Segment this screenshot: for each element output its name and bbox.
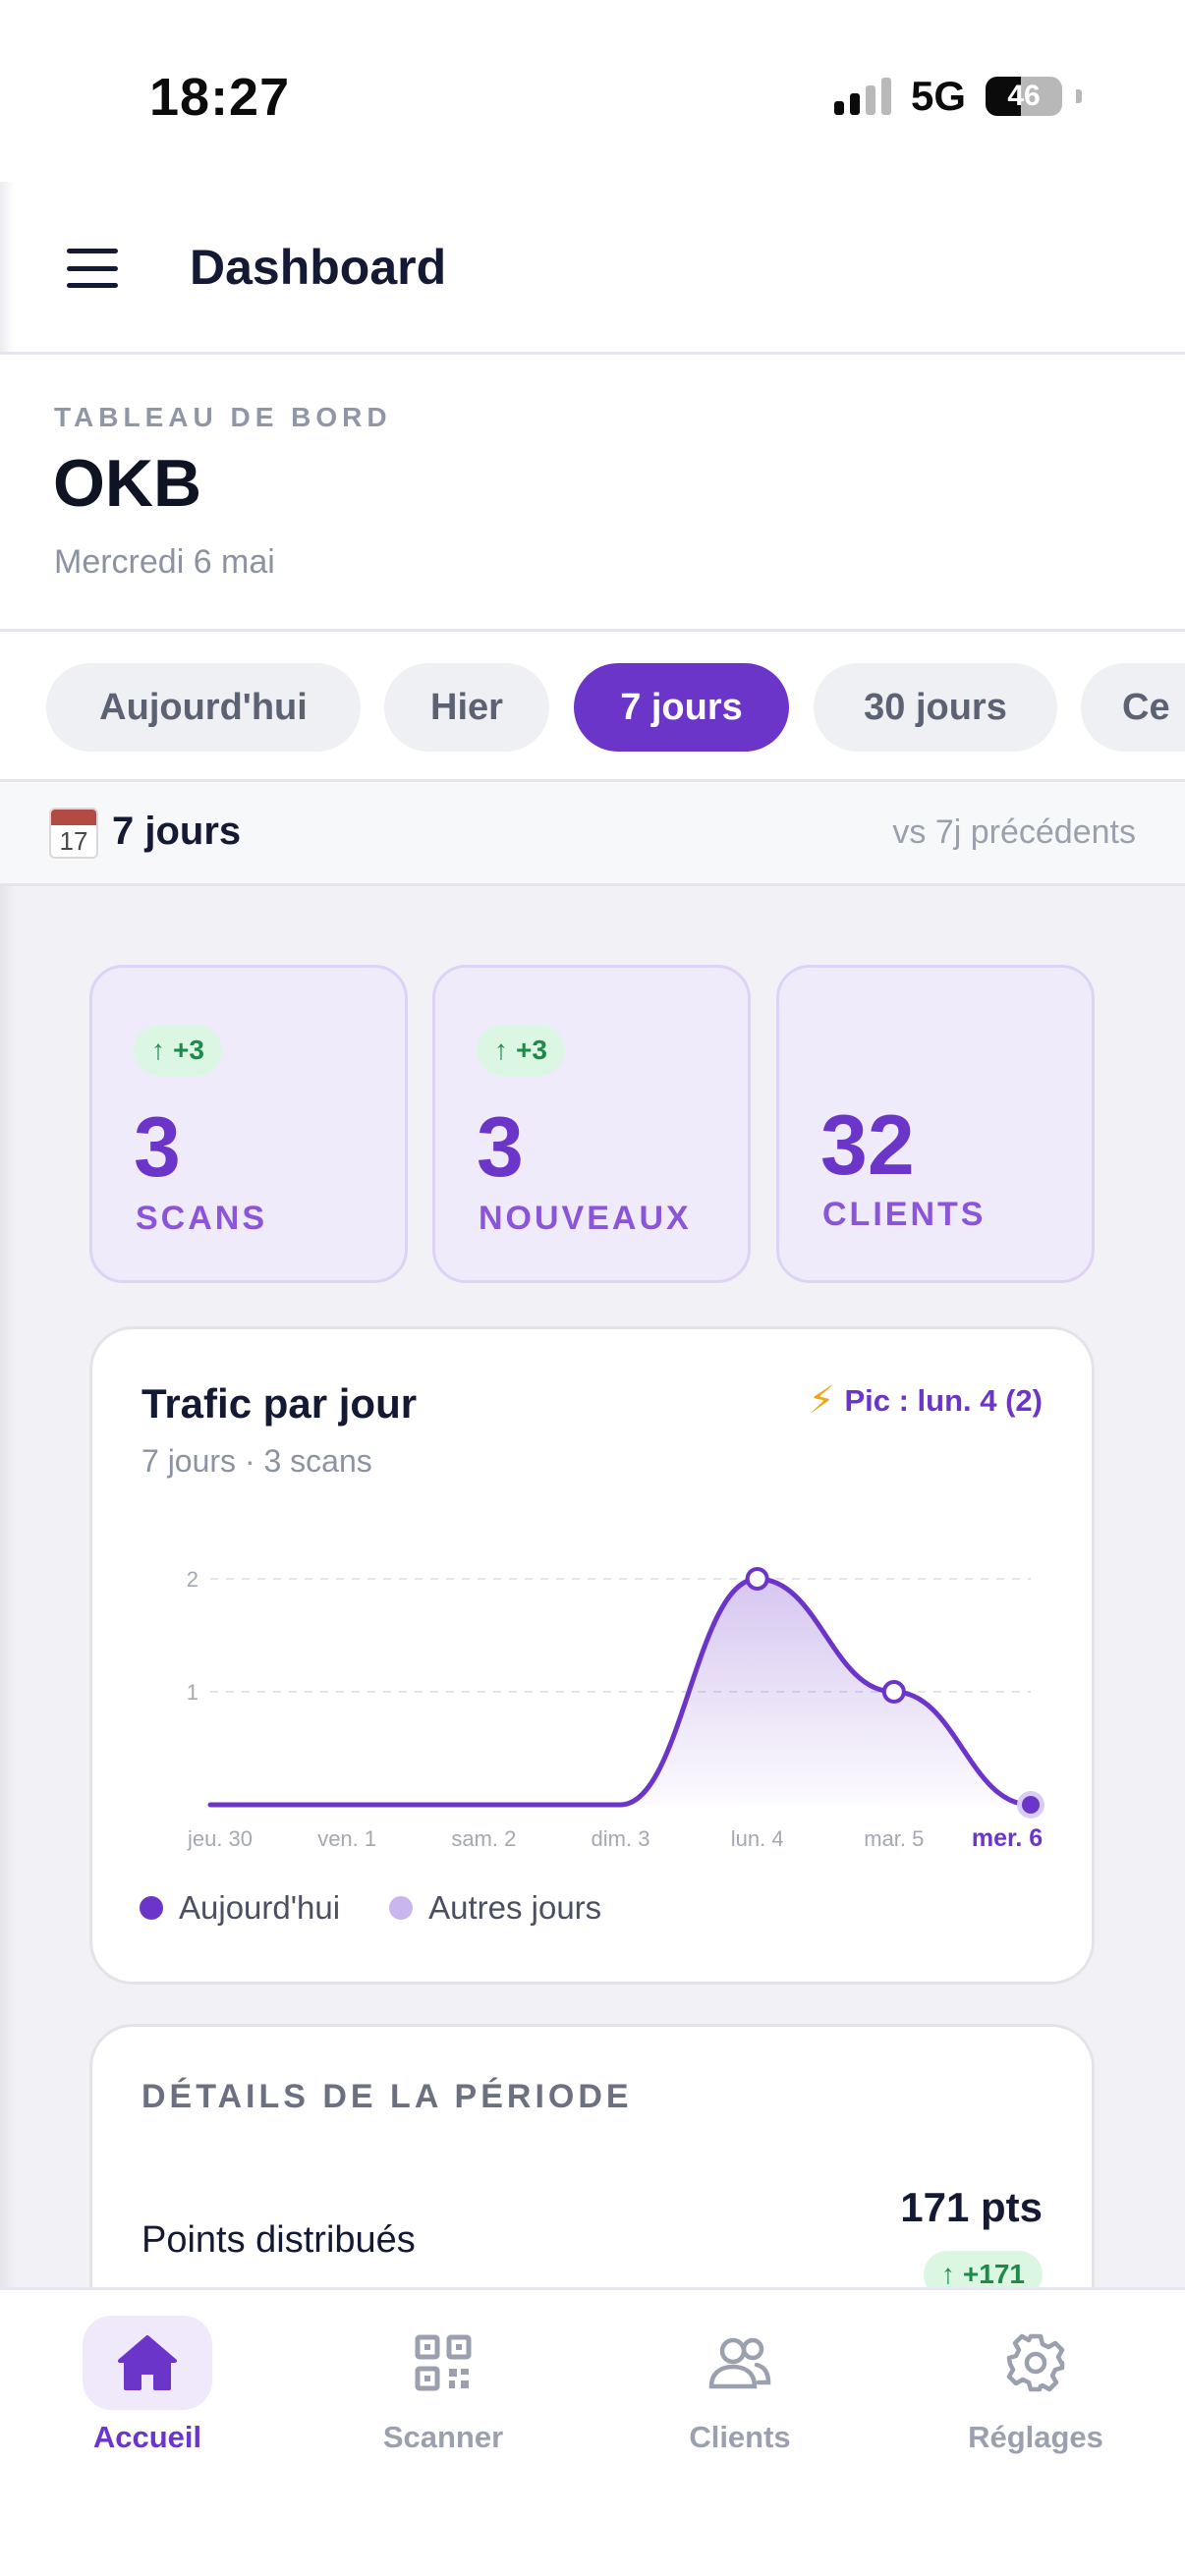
data-point xyxy=(745,1567,769,1591)
nav-label: Réglages xyxy=(968,2420,1103,2454)
stat-delta-badge: ↑ +3 xyxy=(134,1025,222,1076)
x-tick-label: sam. 2 xyxy=(451,1826,516,1851)
nav-label: Scanner xyxy=(382,2420,504,2454)
today-point xyxy=(1022,1796,1040,1814)
stat-card-new[interactable]: ↑ +3 3 NOUVEAUX xyxy=(432,965,751,1283)
lightning-icon: ⚡ xyxy=(808,1380,835,1422)
x-tick-label: mer. 6 xyxy=(972,1824,1043,1852)
calendar-icon: 17 xyxy=(49,808,98,859)
app-bar: Dashboard xyxy=(0,182,1185,355)
traffic-chart-card: Trafic par jour 7 jours · 3 scans ⚡ Pic … xyxy=(89,1326,1095,1985)
dashboard-content: ↑ +3 3 SCANS ↑ +3 3 NOUVEAUX 32 CLIENTS Tr… xyxy=(0,886,1185,2287)
status-indicators: 5G 46 xyxy=(833,73,1082,119)
stat-label: CLIENTS xyxy=(822,1196,987,1233)
hamburger-menu-icon[interactable] xyxy=(67,249,118,288)
stat-label: NOUVEAUX xyxy=(479,1200,692,1237)
y-tick-label: 1 xyxy=(187,1680,198,1705)
tab-yesterday[interactable]: Hier xyxy=(384,663,549,752)
tab-7-days[interactable]: 7 jours xyxy=(574,663,789,752)
range-label: 7 jours xyxy=(112,810,242,853)
detail-delta-badge: ↑ +171 xyxy=(923,2251,1043,2287)
calendar-icon-day: 17 xyxy=(59,826,88,856)
x-tick-label: jeu. 30 xyxy=(187,1826,253,1851)
data-point xyxy=(881,1680,906,1704)
peak-indicator: ⚡ Pic : lun. 4 (2) xyxy=(808,1380,1043,1422)
nav-home[interactable]: Accueil xyxy=(49,2316,246,2463)
legend-item-other-days: Autres jours xyxy=(389,1889,601,1927)
x-tick-label: lun. 4 xyxy=(731,1826,784,1851)
header-overline: TABLEAU DE BORD xyxy=(54,402,392,432)
battery-icon: 46 xyxy=(986,77,1062,116)
x-tick-label: mar. 5 xyxy=(864,1826,924,1851)
detail-value: 171 pts xyxy=(900,2184,1043,2230)
signal-strength-icon xyxy=(833,78,891,115)
arrow-up-icon: ↑ xyxy=(940,2259,955,2287)
arrow-up-icon: ↑ xyxy=(151,1035,165,1065)
legend-dot xyxy=(389,1896,414,1920)
stat-card-clients[interactable]: 32 CLIENTS xyxy=(776,965,1095,1283)
stat-card-scans[interactable]: ↑ +3 3 SCANS xyxy=(89,965,408,1283)
business-name: OKB xyxy=(53,446,202,521)
bottom-navigation: Accueil Scanner Clients Réglages xyxy=(0,2287,1185,2576)
nav-scanner[interactable]: Scanner xyxy=(345,2316,541,2463)
nav-settings[interactable]: Réglages xyxy=(937,2316,1134,2463)
network-type: 5G xyxy=(910,73,966,119)
qr-code-icon xyxy=(378,2316,508,2410)
traffic-area-chart: 2 1 jeu. 30 ven. 1 sam. 2 dim. 3 lun. 4 mar. 5 m… xyxy=(187,1567,1044,1852)
arrow-up-icon: ↑ xyxy=(494,1035,508,1065)
period-details-card: DÉTAILS DE LA PÉRIODE Points distribués … xyxy=(89,2024,1095,2287)
status-time: 18:27 xyxy=(149,68,291,127)
current-date: Mercredi 6 mai xyxy=(54,543,275,581)
details-title: DÉTAILS DE LA PÉRIODE xyxy=(141,2078,633,2115)
x-tick-label: dim. 3 xyxy=(592,1826,650,1851)
nav-label: Accueil xyxy=(92,2420,202,2454)
tab-30-days[interactable]: 30 jours xyxy=(814,663,1057,752)
app-bar-title: Dashboard xyxy=(190,240,447,295)
y-tick-label: 2 xyxy=(187,1567,198,1592)
legend-item-today: Aujourd'hui xyxy=(140,1889,340,1927)
settings-gear-icon xyxy=(971,2316,1100,2410)
stat-value: 32 xyxy=(820,1098,915,1193)
chart-subtitle: 7 jours · 3 scans xyxy=(141,1443,372,1479)
nav-label: Clients xyxy=(689,2420,791,2454)
chart-title: Trafic par jour xyxy=(141,1380,418,1427)
nav-clients[interactable]: Clients xyxy=(642,2316,838,2463)
stat-delta-badge: ↑ +3 xyxy=(477,1025,565,1076)
home-icon xyxy=(83,2316,212,2410)
period-selector: Aujourd'hui Hier 7 jours 30 jours Ce xyxy=(0,632,1185,782)
detail-label: Points distribués xyxy=(141,2219,416,2261)
tab-today[interactable]: Aujourd'hui xyxy=(46,663,361,752)
users-icon xyxy=(675,2316,805,2410)
legend-dot xyxy=(140,1896,163,1920)
stat-value: 3 xyxy=(134,1100,181,1195)
stat-value: 3 xyxy=(477,1100,524,1195)
battery-tip xyxy=(1076,89,1082,103)
range-summary-bar: 17 7 jours vs 7j précédents xyxy=(0,782,1185,886)
chart-legend: Aujourd'hui Autres jours xyxy=(140,1889,650,1927)
x-tick-label: ven. 1 xyxy=(317,1826,376,1851)
range-comparison: vs 7j précédents xyxy=(892,813,1136,851)
tab-this-period[interactable]: Ce xyxy=(1081,663,1185,752)
status-bar: 18:27 5G 46 xyxy=(0,0,1185,182)
stat-label: SCANS xyxy=(136,1200,268,1237)
battery-percentage: 46 xyxy=(1007,80,1041,112)
dashboard-header: TABLEAU DE BORD OKB Mercredi 6 mai xyxy=(0,355,1185,632)
